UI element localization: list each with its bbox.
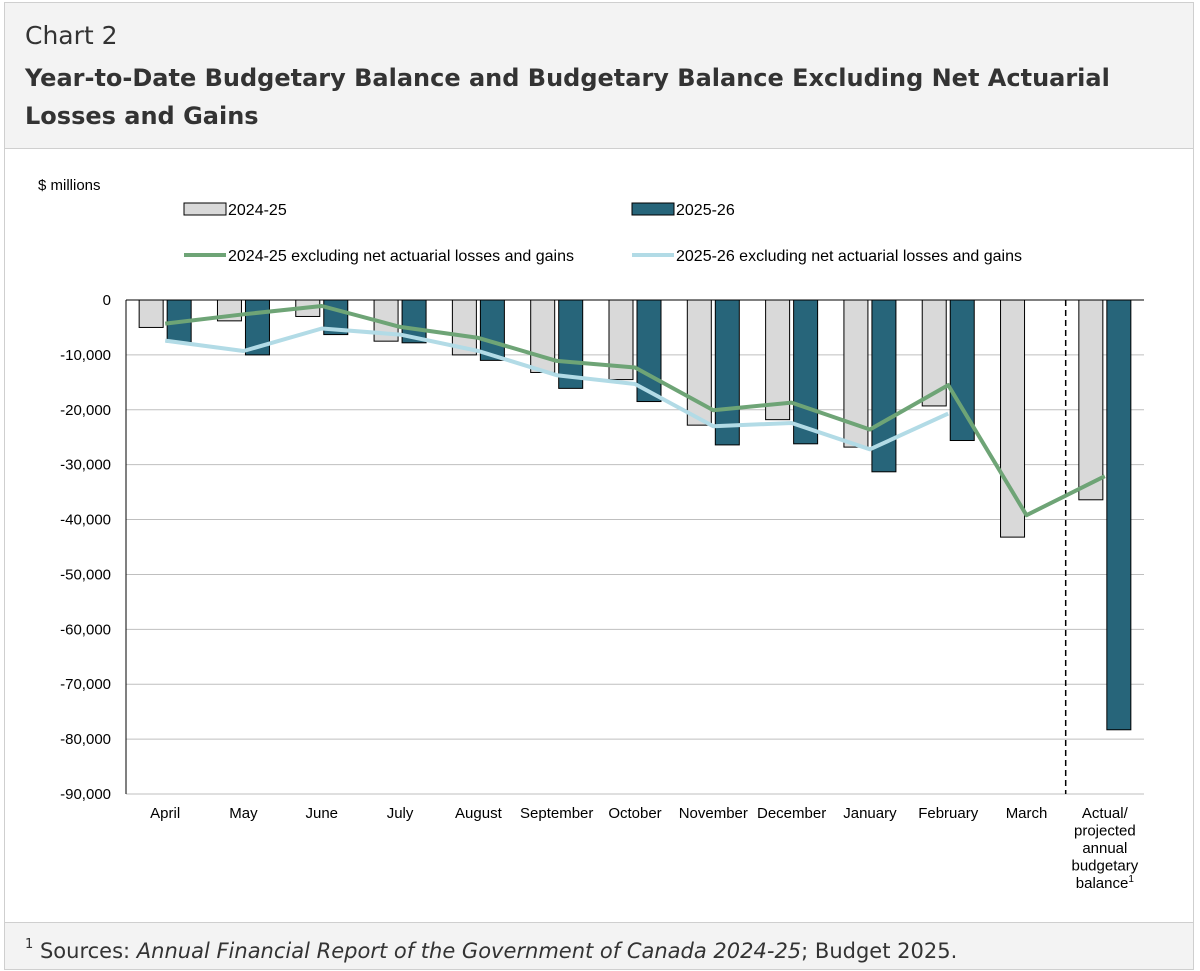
x-tick-label: January	[843, 805, 897, 822]
legend-label: 2024-25	[228, 202, 287, 219]
y-tick-label: -80,000	[60, 731, 111, 748]
footnote-suffix: ; Budget 2025.	[801, 939, 958, 963]
x-tick-label: December	[757, 805, 826, 822]
x-tick-label: July	[387, 805, 414, 822]
bar-2025-26	[949, 299, 975, 442]
x-tick-label: September	[520, 805, 593, 822]
chart-header: Chart 2 Year-to-Date Budgetary Balance a…	[5, 3, 1193, 149]
bar-2025-26	[793, 299, 819, 445]
bar-2025-26	[479, 299, 505, 361]
y-tick-label: -10,000	[60, 347, 111, 364]
x-tick-label: August	[455, 805, 503, 822]
chart-label: Chart 2	[25, 21, 118, 50]
bar-2025-26	[558, 299, 584, 389]
x-tick-label: March	[1006, 805, 1048, 822]
x-tick-label: October	[608, 805, 661, 822]
legend-label: 2025-26	[676, 202, 735, 219]
legend-label: 2024-25 excluding net actuarial losses a…	[228, 248, 574, 265]
y-tick-label: -60,000	[60, 621, 111, 638]
bar-2024-25	[1000, 299, 1026, 538]
bar-2024-25	[530, 299, 556, 373]
bar-2024-25	[1078, 299, 1104, 501]
y-tick-label: -20,000	[60, 402, 111, 419]
x-tick-label: November	[679, 805, 748, 822]
y-tick-label: -30,000	[60, 457, 111, 474]
bar-2025-26	[1106, 299, 1132, 731]
line-series-2025-26-excl	[164, 326, 950, 452]
x-tick-label: June	[306, 805, 339, 822]
x-tick-label: April	[150, 805, 180, 822]
footnote-prefix: Sources:	[39, 939, 137, 963]
chart-title: Year-to-Date Budgetary Balance and Budge…	[25, 64, 1110, 130]
bar-2025-26	[714, 299, 740, 446]
y-tick-label: 0	[103, 292, 111, 309]
legend-swatch	[631, 202, 675, 216]
y-tick-label: -50,000	[60, 566, 111, 583]
bar-2024-25	[138, 299, 164, 328]
legend-label: 2025-26 excluding net actuarial losses a…	[676, 248, 1022, 265]
chart-footer: 1 Sources: Annual Financial Report of th…	[5, 922, 1193, 969]
footnote: 1 Sources: Annual Financial Report of th…	[25, 937, 958, 963]
y-unit-label: $ millions	[38, 177, 101, 194]
y-tick-label: -90,000	[60, 786, 111, 803]
line-series-2024-25-excl	[164, 304, 1106, 518]
x-tick-label: February	[918, 805, 979, 822]
y-tick-label: -40,000	[60, 512, 111, 529]
x-tick-label: Actual/projected annual budgetary balance1	[1071, 805, 1138, 892]
x-tick-label: May	[229, 805, 258, 822]
y-tick-label: -70,000	[60, 676, 111, 693]
legend-swatch	[183, 202, 227, 216]
bar-2024-25	[765, 299, 791, 421]
footnote-source-title: Annual Financial Report of the Governmen…	[136, 939, 802, 963]
chart-panel: Chart 2 Year-to-Date Budgetary Balance a…	[4, 2, 1194, 970]
footnote-marker: 1	[25, 937, 34, 952]
bar-2025-26	[636, 299, 662, 403]
